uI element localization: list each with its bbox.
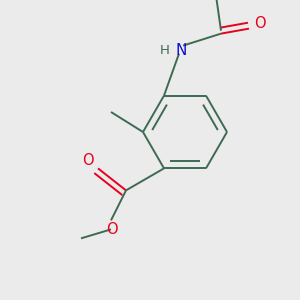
Text: O: O (82, 153, 94, 168)
Text: H: H (160, 44, 170, 57)
Text: O: O (106, 222, 118, 237)
Text: O: O (254, 16, 266, 31)
Text: N: N (175, 43, 187, 58)
